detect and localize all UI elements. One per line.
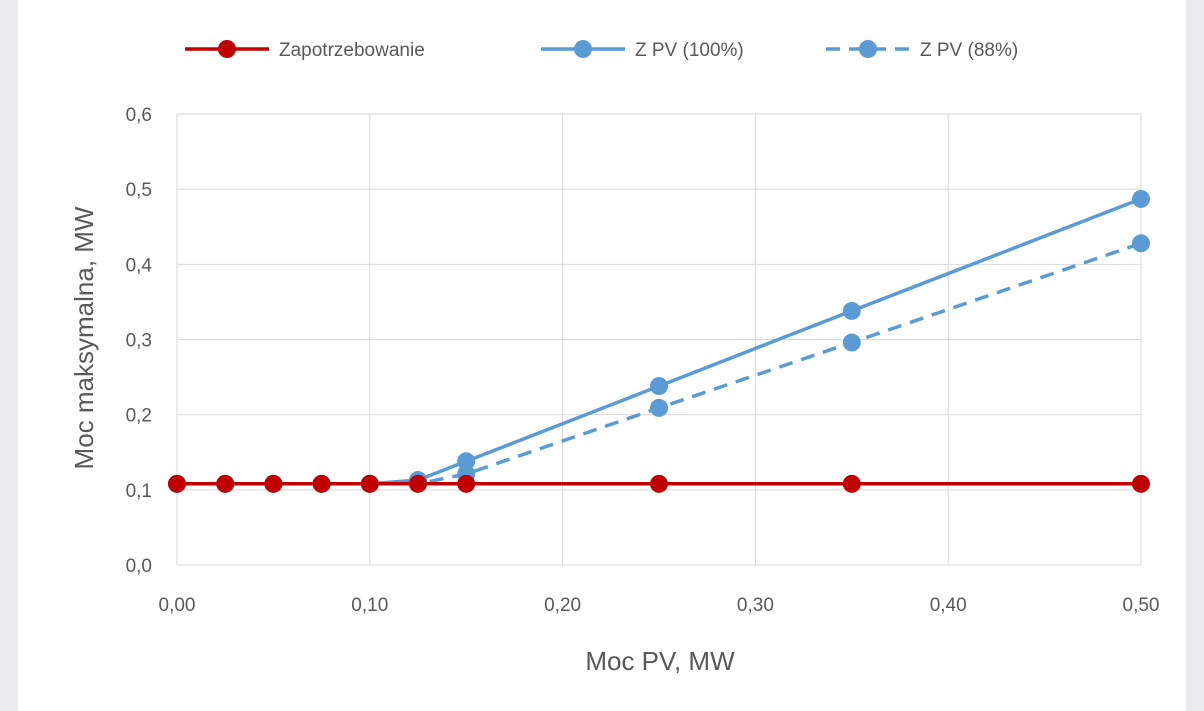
background-strip-left xyxy=(0,0,18,711)
series-lines xyxy=(177,197,1142,486)
x-tick-label: 0,20 xyxy=(544,595,581,616)
legend: Zapotrzebowanie Z PV (100%) Z PV (88%) xyxy=(185,40,1018,61)
series-line xyxy=(177,241,1142,486)
data-point xyxy=(842,474,861,493)
y-tick-label: 0,2 xyxy=(126,406,152,427)
x-axis-title: Moc PV, MW xyxy=(585,646,735,676)
y-tick-label: 0,0 xyxy=(126,556,152,577)
data-point xyxy=(264,474,283,493)
legend-label: Z PV (88%) xyxy=(920,40,1018,61)
y-tick-label: 0,1 xyxy=(126,481,152,502)
legend-marker xyxy=(218,40,236,58)
x-tick-label: 0,10 xyxy=(351,595,388,616)
background-strip-right xyxy=(1186,0,1204,711)
legend-label: Z PV (100%) xyxy=(635,40,744,61)
data-point xyxy=(842,301,861,320)
data-point xyxy=(650,474,668,493)
data-point xyxy=(216,474,235,493)
y-tick-label: 0,3 xyxy=(126,331,152,352)
series-line xyxy=(177,197,1142,486)
tick-labels: 0,0 0,1 0,2 0,3 0,4 0,5 0,6 0,00 0,10 0,20 0,30 0,4… xyxy=(126,105,1160,616)
data-point xyxy=(650,377,668,396)
x-tick-label: 0,40 xyxy=(930,595,967,616)
data-point xyxy=(409,474,427,493)
x-tick-label: 0,30 xyxy=(737,595,774,616)
y-tick-label: 0,5 xyxy=(126,180,152,201)
data-point xyxy=(312,474,331,493)
data-point xyxy=(457,452,476,471)
data-point xyxy=(457,474,476,493)
gridlines xyxy=(176,113,1142,566)
y-tick-label: 0,6 xyxy=(126,105,152,126)
data-point xyxy=(1132,474,1150,493)
x-tick-label: 0,00 xyxy=(159,595,196,616)
series-points xyxy=(168,189,1150,493)
data-point xyxy=(168,474,186,493)
data-point xyxy=(1132,234,1150,253)
data-point xyxy=(360,474,379,493)
data-point xyxy=(842,333,861,352)
data-point xyxy=(1132,189,1150,208)
legend-label: Zapotrzebowanie xyxy=(279,40,425,61)
legend-marker xyxy=(859,40,877,58)
y-axis-title: Moc maksymalna, MW xyxy=(69,206,99,469)
y-tick-label: 0,4 xyxy=(126,255,153,276)
x-tick-label: 0,50 xyxy=(1123,595,1160,616)
chart-frame xyxy=(18,0,1186,711)
legend-marker xyxy=(574,40,592,58)
data-point xyxy=(650,398,668,417)
